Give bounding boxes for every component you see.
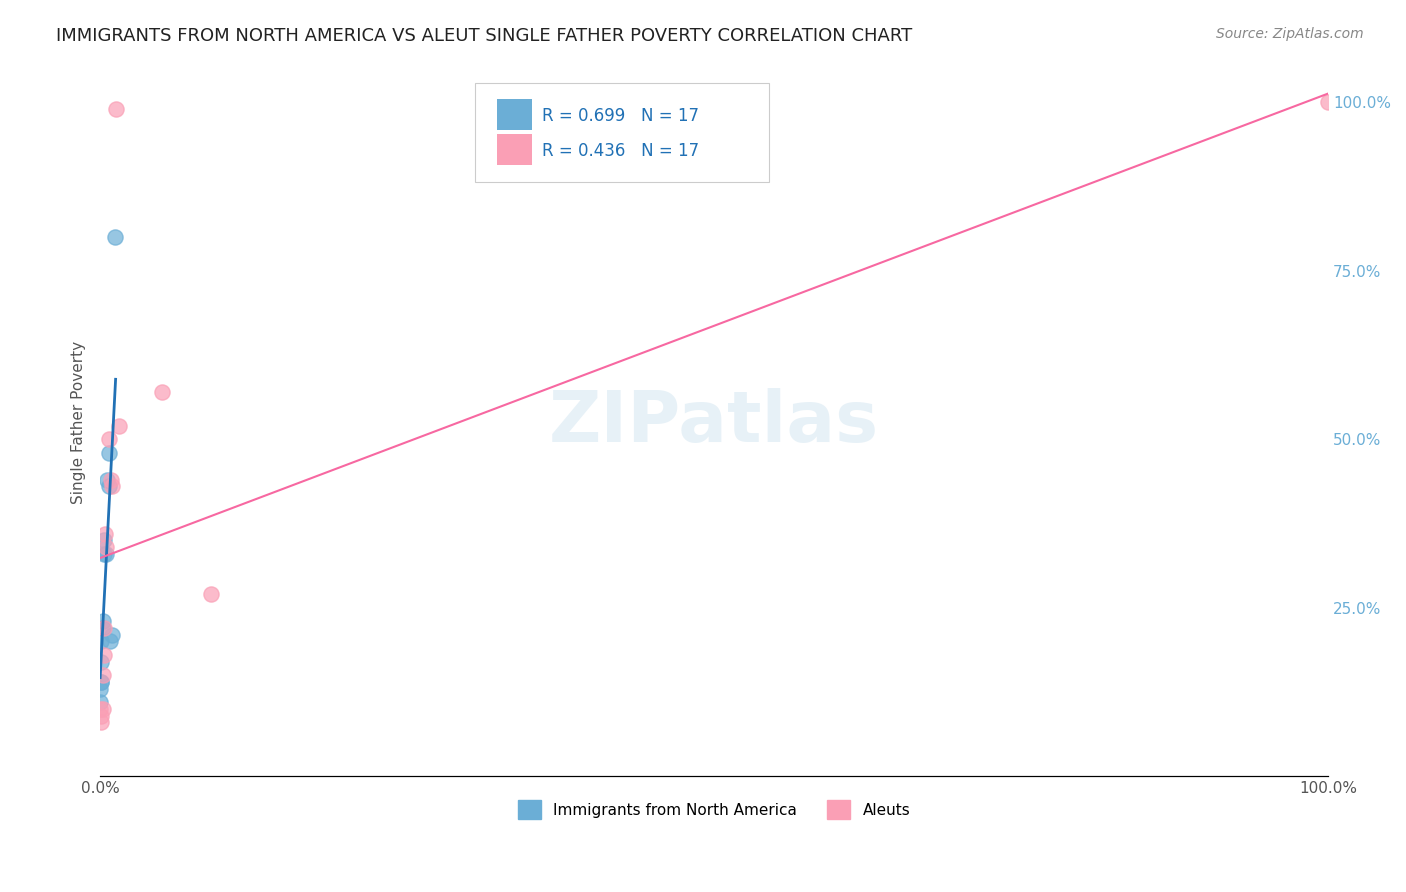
Point: [93, 547, 115, 561]
Point: [96, 473, 118, 487]
Point: [90, 708, 112, 723]
Point: [200, 587, 222, 601]
Point: [150, 384, 173, 399]
Point: [90, 655, 112, 669]
Point: [97, 445, 120, 459]
Point: [90, 715, 112, 730]
Point: [101, 479, 124, 493]
Point: [107, 418, 129, 433]
Point: [91, 702, 114, 716]
Point: [97, 432, 120, 446]
Text: Source: ZipAtlas.com: Source: ZipAtlas.com: [1216, 27, 1364, 41]
Text: ZIPatlas: ZIPatlas: [550, 388, 879, 457]
Point: [90, 674, 112, 689]
Point: [94, 526, 117, 541]
Point: [100, 473, 122, 487]
Y-axis label: Single Father Poverty: Single Father Poverty: [72, 341, 86, 504]
Point: [93, 621, 115, 635]
Point: [93, 648, 115, 662]
Point: [91, 621, 114, 635]
Point: [101, 627, 124, 641]
Point: [104, 230, 127, 244]
Point: [96, 547, 118, 561]
Point: [89, 702, 111, 716]
Point: [1317, 95, 1340, 110]
FancyBboxPatch shape: [496, 135, 533, 166]
Point: [90, 634, 112, 648]
FancyBboxPatch shape: [475, 83, 769, 182]
Point: [97, 479, 120, 493]
Point: [93, 533, 115, 548]
Point: [91, 614, 114, 628]
Point: [91, 668, 114, 682]
Point: [90, 674, 112, 689]
Point: [96, 540, 118, 554]
Point: [89, 695, 111, 709]
Text: R = 0.699   N = 17: R = 0.699 N = 17: [543, 107, 699, 125]
FancyBboxPatch shape: [496, 99, 533, 130]
Point: [98, 634, 121, 648]
Legend: Immigrants from North America, Aleuts: Immigrants from North America, Aleuts: [512, 794, 917, 825]
Point: [105, 102, 128, 116]
Point: [89, 681, 111, 696]
Text: IMMIGRANTS FROM NORTH AMERICA VS ALEUT SINGLE FATHER POVERTY CORRELATION CHART: IMMIGRANTS FROM NORTH AMERICA VS ALEUT S…: [56, 27, 912, 45]
Text: R = 0.436   N = 17: R = 0.436 N = 17: [543, 143, 699, 161]
